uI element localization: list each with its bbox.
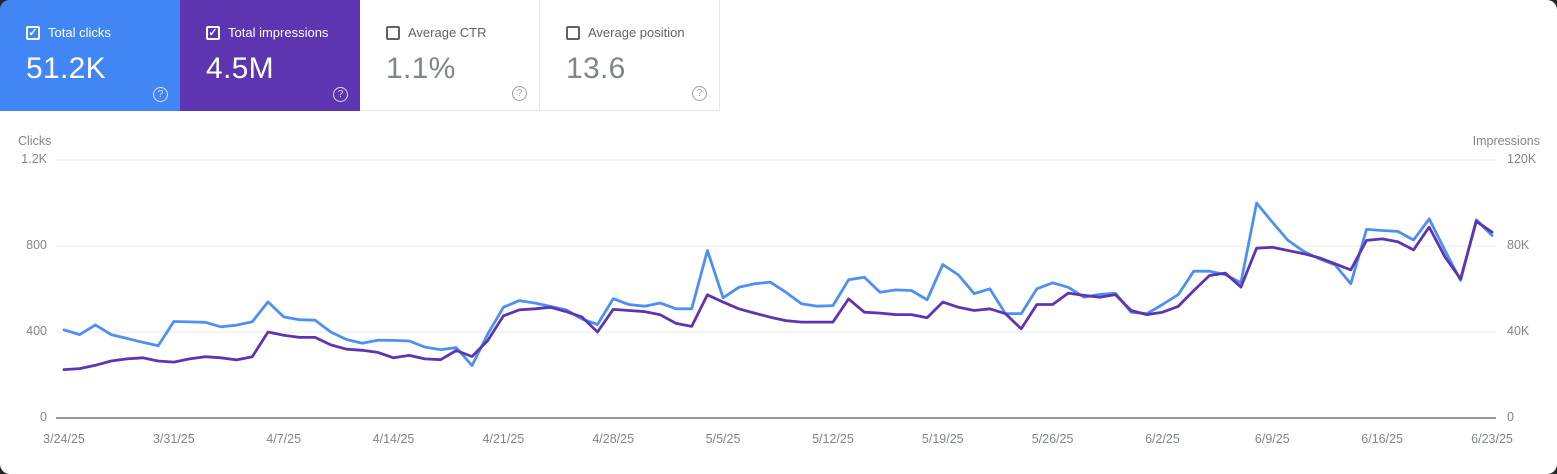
metric-cards: ✓ Total clicks 51.2K ? ✓ Total impressio… bbox=[0, 0, 720, 111]
card-label: Total clicks bbox=[48, 25, 111, 40]
card-total-impressions[interactable]: ✓ Total impressions 4.5M ? bbox=[180, 0, 360, 111]
total-clicks-value: 51.2K bbox=[26, 52, 106, 85]
checkbox-average-ctr[interactable] bbox=[386, 25, 400, 40]
left-axis-tick: 1.2K bbox=[21, 152, 47, 166]
x-axis-date-label: 6/9/25 bbox=[1254, 432, 1290, 446]
average-position-value: 13.6 bbox=[566, 52, 626, 85]
card-label: Average CTR bbox=[408, 25, 487, 40]
performance-chart[interactable] bbox=[0, 112, 1557, 474]
card-total-clicks[interactable]: ✓ Total clicks 51.2K ? bbox=[0, 0, 180, 111]
right-axis-tick: 0 bbox=[1507, 410, 1514, 424]
clicks-line bbox=[62, 201, 1494, 367]
total-impressions-value: 4.5M bbox=[206, 52, 274, 85]
x-axis-date-label: 5/26/25 bbox=[1031, 432, 1074, 446]
card-label: Total impressions bbox=[228, 25, 329, 40]
card-header: Average CTR bbox=[386, 25, 539, 40]
x-axis-date-label: 6/23/25 bbox=[1471, 432, 1513, 446]
impressions-line bbox=[62, 219, 1494, 372]
right-axis-tick: 80K bbox=[1507, 238, 1530, 252]
card-average-ctr[interactable]: Average CTR 1.1% ? bbox=[360, 0, 540, 111]
average-ctr-value: 1.1% bbox=[386, 52, 456, 85]
checkbox-total-clicks[interactable]: ✓ bbox=[26, 25, 40, 40]
card-label: Average position bbox=[588, 25, 685, 40]
help-icon[interactable]: ? bbox=[692, 86, 707, 101]
x-axis-date-label: 4/21/25 bbox=[482, 432, 525, 446]
card-header: ✓ Total clicks bbox=[26, 25, 180, 40]
x-axis-date-label: 5/12/25 bbox=[812, 432, 854, 446]
card-average-position[interactable]: Average position 13.6 ? bbox=[540, 0, 720, 111]
x-axis-date-label: 6/16/25 bbox=[1361, 432, 1403, 446]
x-axis-date-label: 5/19/25 bbox=[921, 432, 964, 446]
right-axis-tick: 40K bbox=[1507, 324, 1530, 338]
left-axis-tick: 400 bbox=[26, 324, 47, 338]
help-icon[interactable]: ? bbox=[153, 87, 168, 102]
x-axis-date-label: 4/14/25 bbox=[372, 432, 415, 446]
clicks-axis-title: Clicks bbox=[18, 134, 52, 148]
left-axis-tick: 800 bbox=[26, 238, 47, 252]
checkbox-total-impressions[interactable]: ✓ bbox=[206, 25, 220, 40]
x-axis-date-label: 4/28/25 bbox=[592, 432, 635, 446]
x-axis-date-label: 3/31/25 bbox=[152, 432, 195, 446]
help-icon[interactable]: ? bbox=[512, 86, 527, 101]
card-header: Average position bbox=[566, 25, 719, 40]
right-axis-tick: 120K bbox=[1507, 152, 1537, 166]
card-header: ✓ Total impressions bbox=[206, 25, 360, 40]
impressions-axis-title: Impressions bbox=[1472, 134, 1540, 148]
left-axis-tick: 0 bbox=[40, 410, 47, 424]
help-icon[interactable]: ? bbox=[333, 87, 348, 102]
x-axis-date-label: 5/5/25 bbox=[705, 432, 741, 446]
x-axis-date-label: 4/7/25 bbox=[266, 432, 302, 446]
x-axis-date-label: 6/2/25 bbox=[1145, 432, 1180, 446]
checkbox-average-position[interactable] bbox=[566, 25, 580, 40]
x-axis-date-label: 3/24/25 bbox=[43, 432, 85, 446]
